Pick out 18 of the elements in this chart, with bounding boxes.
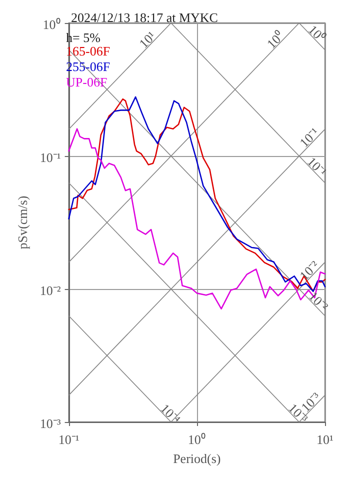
x-tick-label: 10⁻¹	[58, 432, 80, 447]
y-tick-label: 10⁻³	[40, 416, 61, 431]
annotation: 10⁰	[264, 28, 288, 52]
y-tick-label: 10⁻¹	[40, 150, 61, 165]
x-tick-label: 10¹	[316, 432, 334, 447]
annotation: 10⁻¹	[304, 154, 330, 180]
y-tick-label: 10⁰	[42, 17, 61, 32]
annotation: 10⁻²	[296, 258, 322, 284]
annotation: 10⁻¹	[296, 124, 322, 150]
x-axis-title: Period(s)	[173, 451, 221, 466]
annotation: 10⁰	[305, 22, 329, 46]
annotation: 10⁻⁴	[158, 400, 184, 427]
y-tick-label: 10⁻²	[40, 283, 61, 298]
annotation: 10¹	[136, 28, 159, 51]
annotation: 10⁻²	[306, 288, 332, 314]
x-tick-label: 10⁰	[188, 432, 206, 447]
y-axis-title: pSv(cm/s)	[15, 196, 30, 250]
chart-title: 2024/12/13 18:17 at MYKC	[71, 10, 218, 25]
